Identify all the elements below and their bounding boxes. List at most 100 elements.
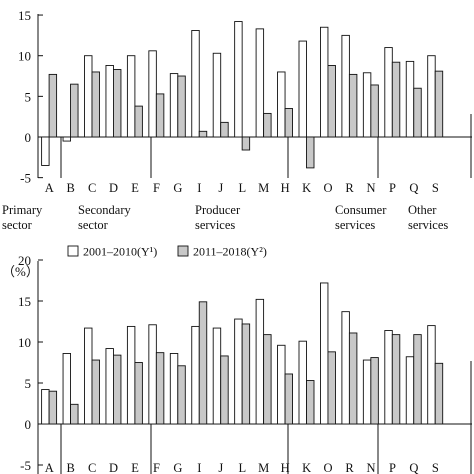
sector-group-label: sector xyxy=(78,218,109,232)
bar-2001-2010 xyxy=(255,298,265,425)
bar-2011-2018 xyxy=(134,362,143,425)
bar-2011-2018 xyxy=(370,84,379,138)
bar-2001-2010 xyxy=(277,71,286,138)
bar-2011-2018 xyxy=(391,334,401,425)
bar-2001-2010 xyxy=(191,325,200,425)
bar-2011-2018 xyxy=(263,112,272,138)
y-tick-label: 15 xyxy=(18,294,31,309)
category-label: S xyxy=(432,181,439,195)
category-label: R xyxy=(345,181,354,195)
sector-group-label: sector xyxy=(2,218,33,232)
bar-2001-2010 xyxy=(298,40,307,138)
category-label: R xyxy=(345,461,354,474)
bar-2011-2018 xyxy=(112,354,122,425)
bar-2011-2018 xyxy=(70,83,79,138)
bar-2001-2010 xyxy=(105,348,114,425)
sector-group-label: services xyxy=(335,218,375,232)
bar-2001-2010 xyxy=(320,282,329,425)
legend-swatch-2001-2010 xyxy=(67,245,79,257)
category-label: A xyxy=(45,181,54,195)
bar-2011-2018 xyxy=(198,130,208,138)
category-label: D xyxy=(109,461,118,474)
bar-2001-2010 xyxy=(427,325,436,425)
bar-2011-2018 xyxy=(48,390,58,425)
bar-2011-2018 xyxy=(220,355,229,425)
category-label: F xyxy=(153,461,160,474)
bar-2001-2010 xyxy=(320,26,329,138)
bar-2001-2010 xyxy=(384,47,393,138)
bar-2011-2018 xyxy=(391,61,401,138)
bar-2001-2010 xyxy=(212,327,222,425)
bar-2001-2010 xyxy=(148,50,157,138)
bar-2011-2018 xyxy=(198,301,208,425)
bar-2011-2018 xyxy=(434,70,444,138)
y-axis-unit-label: （%） xyxy=(2,264,39,279)
sector-group-label: Other xyxy=(408,203,437,217)
bar-2001-2010 xyxy=(169,73,179,138)
bar-2011-2018 xyxy=(306,380,315,425)
bar-2011-2018 xyxy=(434,362,444,425)
bar-2001-2010 xyxy=(41,136,50,166)
bar-2011-2018 xyxy=(177,75,186,138)
bar-2011-2018 xyxy=(155,93,165,138)
sector-group-label: Secondary xyxy=(78,203,132,217)
category-label: E xyxy=(131,461,139,474)
category-label: L xyxy=(238,181,246,195)
y-tick-label: 20 xyxy=(18,253,31,268)
category-label: I xyxy=(197,181,201,195)
category-label: E xyxy=(131,181,139,195)
bar-2011-2018 xyxy=(413,87,422,138)
bar-2011-2018 xyxy=(284,373,293,425)
category-label: F xyxy=(153,181,160,195)
bar-2001-2010 xyxy=(341,311,350,425)
bar-2011-2018 xyxy=(348,332,358,425)
bar-2011-2018 xyxy=(48,73,58,138)
y-tick-label: 5 xyxy=(25,89,32,104)
bar-2001-2010 xyxy=(62,353,71,425)
bar-2001-2010 xyxy=(126,325,136,425)
category-label: L xyxy=(238,461,246,474)
category-label: M xyxy=(258,181,269,195)
category-label: P xyxy=(389,461,396,474)
category-label: N xyxy=(366,461,375,474)
sector-group-label: Primary xyxy=(2,203,43,217)
bar-2001-2010 xyxy=(212,52,222,138)
category-label: G xyxy=(173,461,182,474)
category-label: J xyxy=(218,461,223,474)
y-tick-label: 15 xyxy=(18,8,31,23)
category-label: G xyxy=(173,181,182,195)
bar-2011-2018 xyxy=(177,365,186,425)
bar-2001-2010 xyxy=(384,330,393,425)
bar-2011-2018 xyxy=(155,352,165,425)
bar-2001-2010 xyxy=(427,55,436,138)
bar-2011-2018 xyxy=(263,334,272,425)
bar-2011-2018 xyxy=(134,105,143,138)
category-label: J xyxy=(218,181,223,195)
bar-2001-2010 xyxy=(41,389,50,425)
bar-2001-2010 xyxy=(105,65,114,138)
bar-2001-2010 xyxy=(362,72,372,138)
bar-2011-2018 xyxy=(112,69,122,138)
bar-2011-2018 xyxy=(220,121,229,138)
sector-group-label: services xyxy=(408,218,448,232)
bar-2001-2010 xyxy=(405,60,415,138)
y-tick-label: 0 xyxy=(25,130,32,145)
bar-2011-2018 xyxy=(70,403,79,425)
y-tick-label: 10 xyxy=(18,335,31,350)
bar-2001-2010 xyxy=(341,34,350,138)
bar-2011-2018 xyxy=(91,359,100,425)
y-tick-label: -5 xyxy=(20,458,31,473)
bottom-chart-panel: -5 0 5 10 15 20 A B C D E F G I J L M H K O R N P Q S （%） xyxy=(2,253,472,474)
sector-group-label: Producer xyxy=(195,203,241,217)
bar-2011-2018 xyxy=(91,71,100,138)
legend: 2001–2010(Y¹) 2011–2018(Y²) xyxy=(67,245,267,259)
bar-2011-2018 xyxy=(327,351,336,425)
category-label: K xyxy=(302,181,311,195)
category-label: S xyxy=(432,461,439,474)
legend-swatch-2011-2018 xyxy=(177,245,189,257)
legend-label-2011-2018: 2011–2018(Y²) xyxy=(193,245,267,259)
y-tick-label: 0 xyxy=(25,417,32,432)
category-label: K xyxy=(302,461,311,474)
bar-2011-2018 xyxy=(370,357,379,425)
